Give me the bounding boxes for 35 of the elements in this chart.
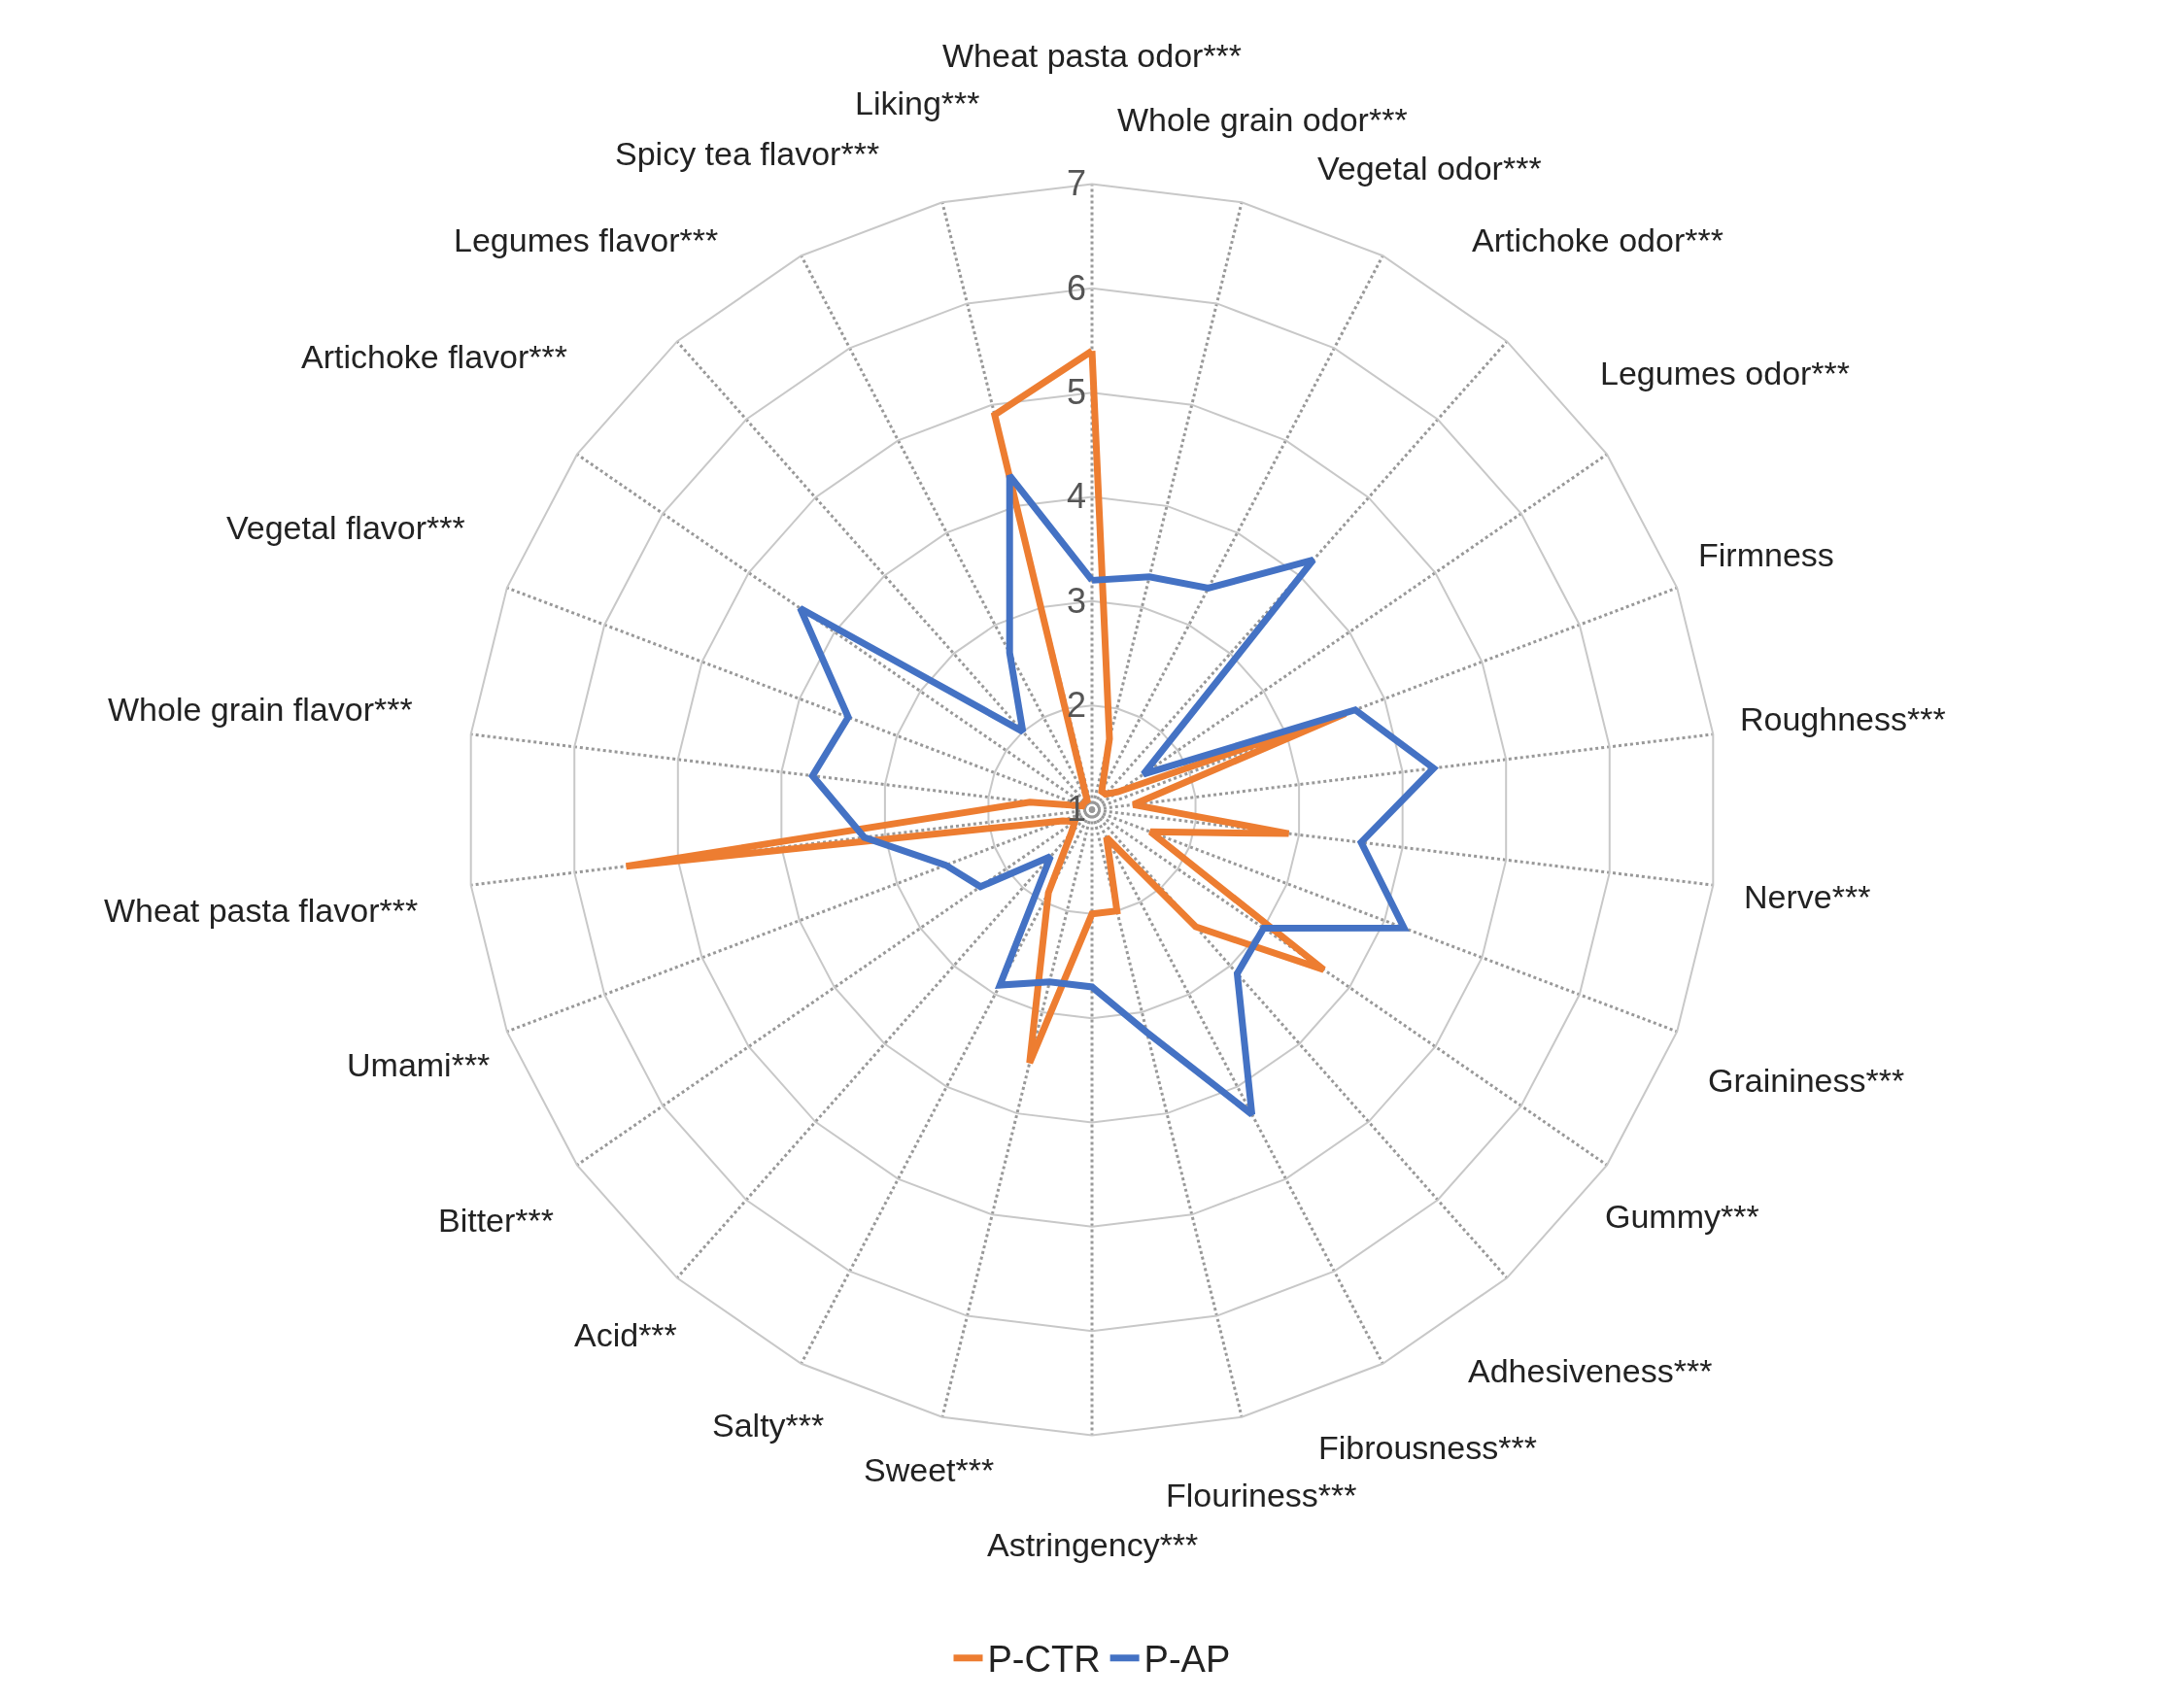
spoke-label: Salty*** xyxy=(712,1407,825,1444)
spoke-label: Vegetal flavor*** xyxy=(226,509,465,546)
spoke-label: Sweet*** xyxy=(864,1451,995,1488)
y-tick-label: 6 xyxy=(1067,267,1087,308)
spoke-label: Flouriness*** xyxy=(1166,1477,1357,1513)
spoke-label: Whole grain flavor*** xyxy=(108,691,413,728)
spoke-label: Roughness*** xyxy=(1740,700,1946,737)
y-tick-label: 7 xyxy=(1067,163,1087,204)
y-tick-label: 5 xyxy=(1067,371,1087,412)
spoke-label: Gummy*** xyxy=(1605,1198,1759,1235)
spoke-label: Acid*** xyxy=(574,1316,677,1353)
spoke-label: Artichoke flavor*** xyxy=(301,338,568,375)
spoke-label: Spicy tea flavor*** xyxy=(615,135,880,172)
spoke-label: Umami*** xyxy=(347,1046,491,1083)
spoke-label: Wheat pasta odor*** xyxy=(942,37,1243,74)
spoke-label: Whole grain odor*** xyxy=(1117,101,1408,138)
y-tick-label: 2 xyxy=(1067,684,1087,725)
spoke-label: Adhesiveness*** xyxy=(1468,1352,1713,1389)
spoke-label: Graininess*** xyxy=(1708,1062,1905,1099)
spoke-label: Wheat pasta flavor*** xyxy=(104,892,419,929)
legend-label: P-AP xyxy=(1143,1639,1231,1681)
y-tick-label: 4 xyxy=(1067,476,1087,517)
spoke-label: Nerve*** xyxy=(1744,878,1871,915)
spoke-label: Fibrousness*** xyxy=(1318,1429,1537,1466)
spoke-label: Artichoke odor*** xyxy=(1472,221,1723,258)
spoke-label: Legumes flavor*** xyxy=(454,221,719,258)
y-tick-label: 1 xyxy=(1067,789,1087,830)
spoke-label: Legumes odor*** xyxy=(1600,355,1851,391)
spoke-label: Bitter*** xyxy=(438,1202,555,1239)
legend-label: P-CTR xyxy=(987,1639,1101,1681)
y-tick-label: 3 xyxy=(1067,580,1087,621)
spoke-label: Vegetal odor*** xyxy=(1317,150,1542,187)
spoke-label: Astringency*** xyxy=(987,1526,1199,1563)
spoke-label: Firmness xyxy=(1698,536,1834,573)
spoke-label: Liking*** xyxy=(855,85,980,121)
